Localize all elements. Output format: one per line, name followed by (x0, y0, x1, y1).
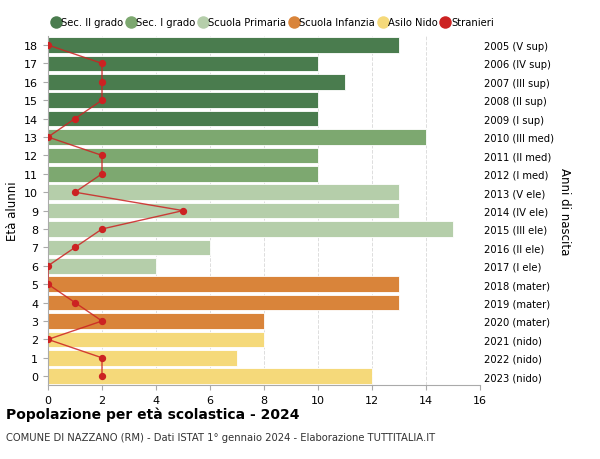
Bar (48, 130, 426, 146)
Point (97, 373, 107, 380)
Bar (48, 350, 237, 366)
Point (97, 354, 107, 362)
Point (43, 336, 53, 343)
Point (70, 189, 80, 196)
Bar (48, 277, 399, 292)
Y-axis label: Anni di nascita: Anni di nascita (558, 168, 571, 255)
Point (43, 134, 53, 141)
Point (97, 171, 107, 178)
Bar (48, 258, 156, 274)
Bar (48, 148, 318, 164)
Point (97, 97, 107, 105)
Bar (48, 93, 318, 109)
Point (97, 318, 107, 325)
Text: COMUNE DI NAZZANO (RM) - Dati ISTAT 1° gennaio 2024 - Elaborazione TUTTITALIA.IT: COMUNE DI NAZZANO (RM) - Dati ISTAT 1° g… (6, 432, 435, 442)
Bar (48, 222, 453, 237)
Bar (48, 75, 345, 90)
Bar (48, 313, 264, 329)
Point (97, 152, 107, 160)
Point (43, 281, 53, 288)
Point (97, 61, 107, 68)
Point (43, 42, 53, 50)
Bar (48, 38, 399, 54)
Text: Popolazione per età scolastica - 2024: Popolazione per età scolastica - 2024 (6, 406, 299, 421)
Bar (48, 56, 318, 72)
Point (178, 207, 188, 215)
Legend: Sec. II grado, Sec. I grado, Scuola Primaria, Scuola Infanzia, Asilo Nido, Stran: Sec. II grado, Sec. I grado, Scuola Prim… (53, 18, 494, 28)
Bar (48, 240, 210, 256)
Bar (48, 203, 399, 219)
Point (97, 79, 107, 86)
Bar (48, 167, 318, 182)
Bar (48, 112, 318, 127)
Bar (48, 295, 399, 311)
Point (70, 299, 80, 307)
Point (70, 116, 80, 123)
Bar (48, 185, 399, 201)
Point (70, 244, 80, 252)
Y-axis label: Età alunni: Età alunni (5, 181, 19, 241)
Point (43, 263, 53, 270)
Bar (48, 332, 264, 347)
Bar (48, 369, 372, 384)
Point (97, 226, 107, 233)
